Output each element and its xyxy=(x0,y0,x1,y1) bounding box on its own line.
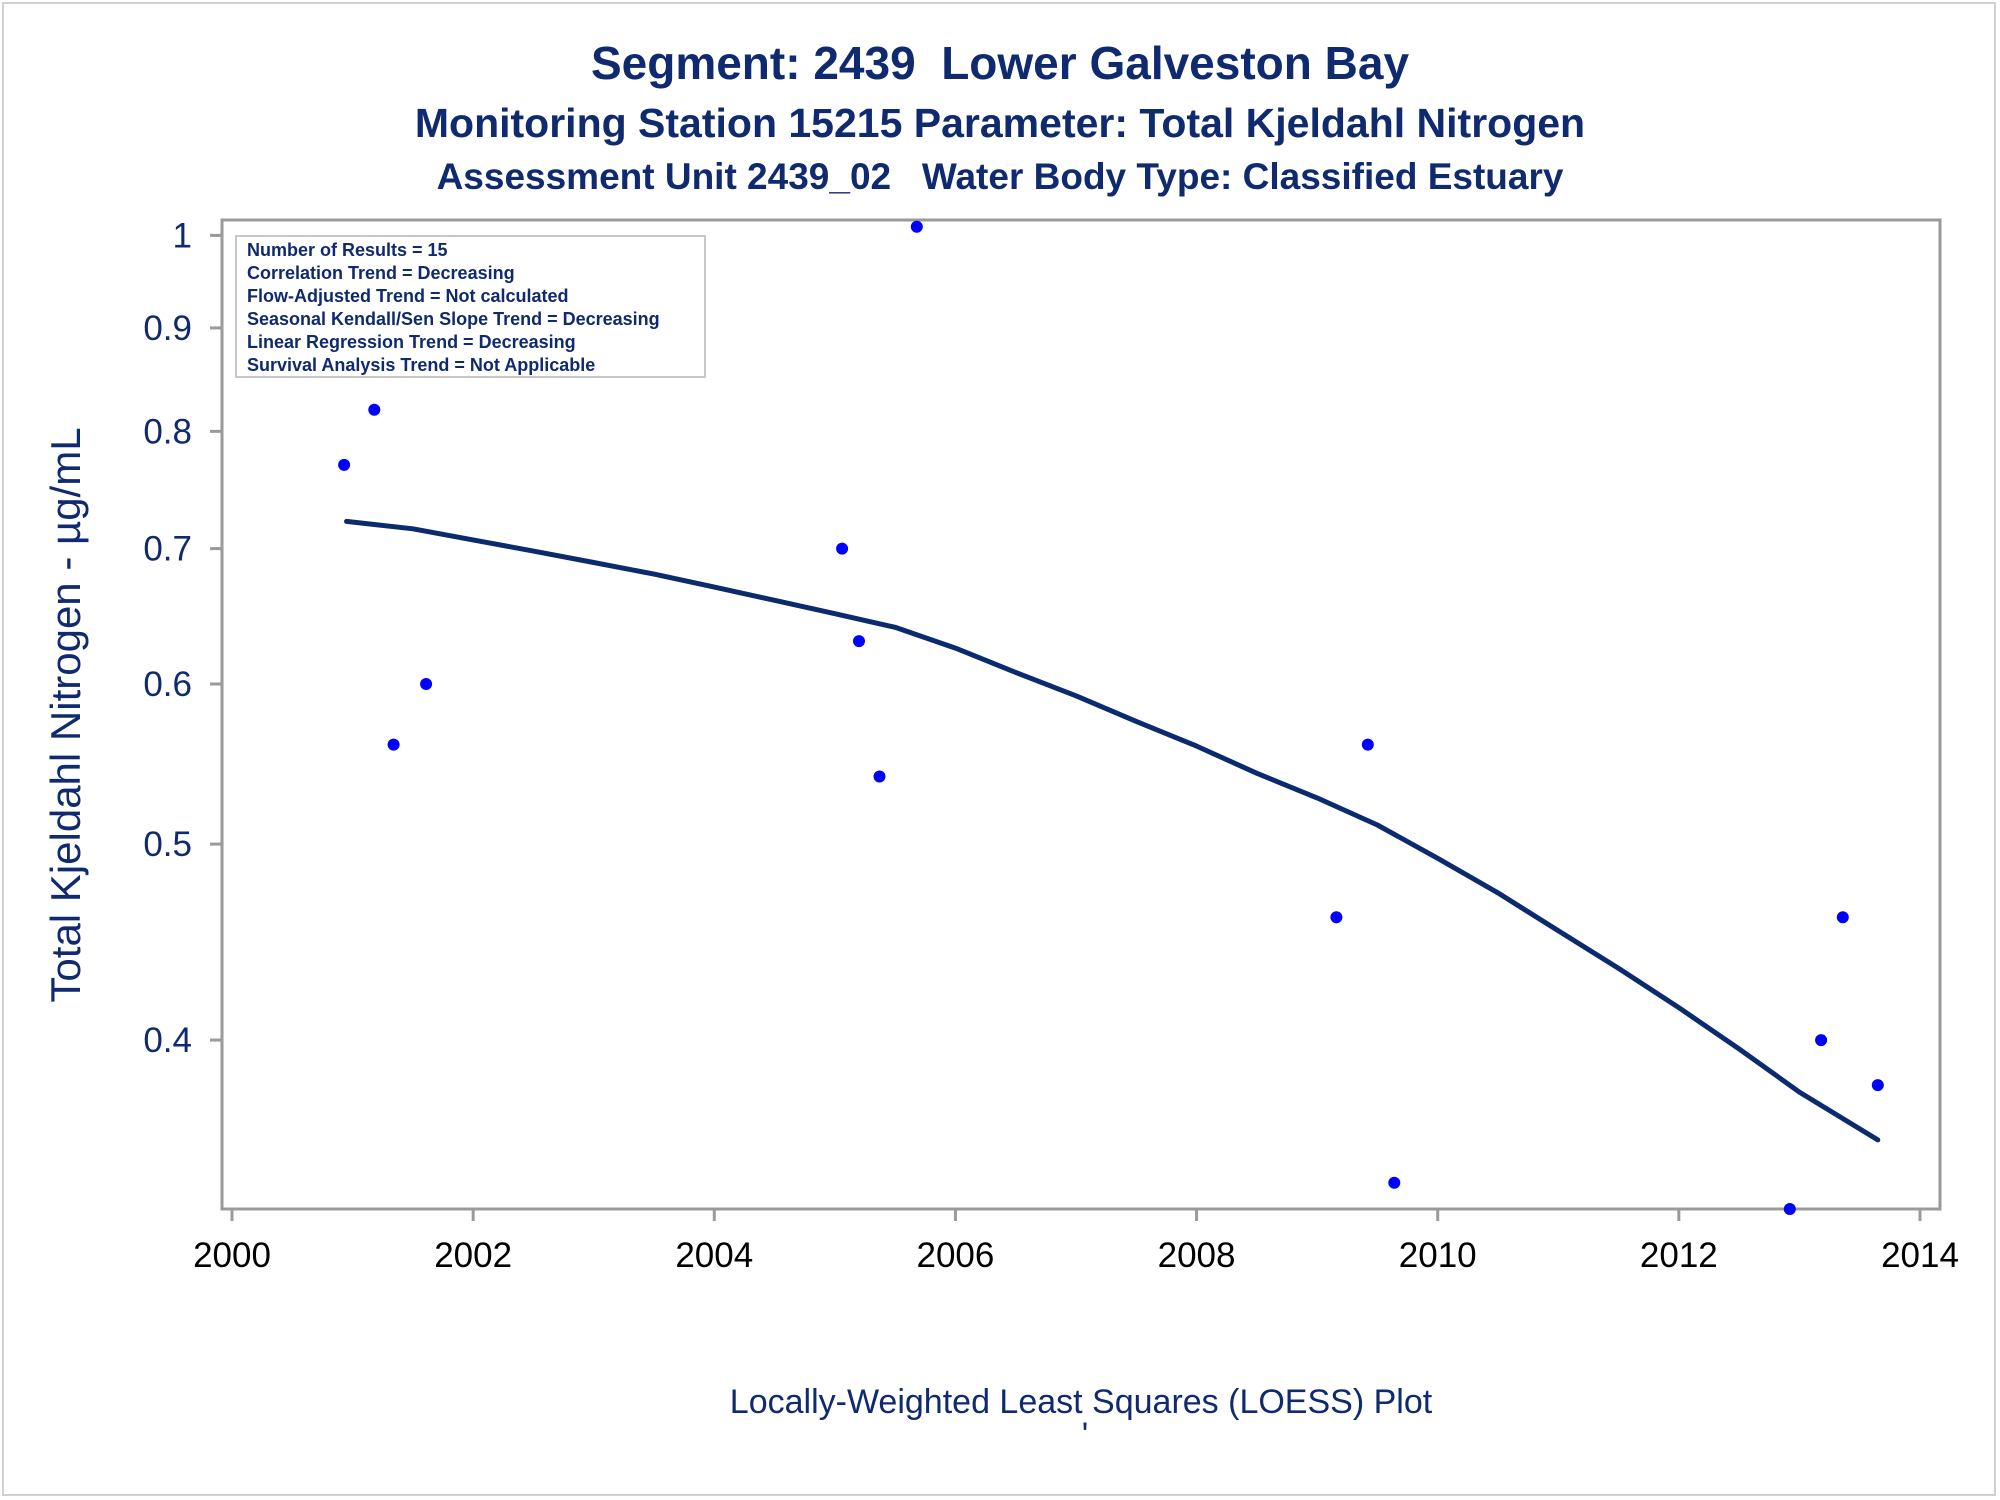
data-points xyxy=(338,220,1884,1215)
stats-survival-analysis-trend: Survival Analysis Trend = Not Applicable xyxy=(247,355,595,375)
data-point xyxy=(910,220,923,233)
x-tick-label: 2000 xyxy=(193,1236,271,1275)
stats-box: Number of Results = 15 Correlation Trend… xyxy=(235,235,706,378)
data-point xyxy=(1361,738,1374,751)
y-axis-label: Total Kjeldahl Nitrogen - µg/mL xyxy=(42,427,89,1002)
stats-seasonal-kendall-trend: Seasonal Kendall/Sen Slope Trend = Decre… xyxy=(247,309,660,329)
stats-linear-regression-trend: Linear Regression Trend = Decreasing xyxy=(247,332,576,352)
loess-curve xyxy=(344,518,1881,1143)
plot-area xyxy=(220,218,1942,1211)
x-tick-label: 2010 xyxy=(1399,1236,1477,1275)
data-point xyxy=(387,738,400,751)
data-point xyxy=(873,770,886,783)
x-axis: 2000 2002 2004 2006 2008 2010 2012 2014 xyxy=(193,1209,1959,1275)
x-tick-label: 2012 xyxy=(1640,1236,1718,1275)
footnote-mark: ' xyxy=(1082,1416,1089,1454)
chart-subtitle-station: Monitoring Station 15215 Parameter: Tota… xyxy=(414,100,1586,146)
y-tick-label: 0.6 xyxy=(143,665,192,704)
stats-flow-adjusted-trend: Flow-Adjusted Trend = Not calculated xyxy=(247,286,569,306)
stats-correlation-trend: Correlation Trend = Decreasing xyxy=(247,263,515,283)
stats-box-border xyxy=(235,235,706,378)
data-point xyxy=(420,678,433,690)
y-tick-label: 0.5 xyxy=(143,825,192,864)
data-point xyxy=(1871,1079,1884,1092)
y-tick-label: 0.8 xyxy=(143,412,192,451)
data-point xyxy=(1815,1034,1828,1047)
y-tick-label: 0.4 xyxy=(143,1021,192,1060)
y-tick-label: 1 xyxy=(173,216,192,255)
data-point xyxy=(1783,1203,1796,1215)
data-point xyxy=(853,635,865,648)
x-tick-label: 2004 xyxy=(675,1236,753,1275)
x-tick-label: 2014 xyxy=(1881,1236,1959,1275)
data-point xyxy=(836,542,849,555)
y-axis: 0.4 0.5 0.6 0.7 0.8 0.9 1 xyxy=(143,216,222,1060)
chart-subtitle-assessment: Assessment Unit 2439_02 Water Body Type:… xyxy=(436,156,1564,197)
data-point xyxy=(1330,911,1343,924)
data-point xyxy=(1388,1176,1401,1189)
y-tick-label: 0.9 xyxy=(143,309,192,348)
chart-footnote: Locally-Weighted Least Squares (LOESS) P… xyxy=(730,1383,1433,1421)
data-point xyxy=(1836,911,1849,924)
data-point xyxy=(338,458,351,471)
data-point xyxy=(368,403,381,416)
y-tick-label: 0.7 xyxy=(143,530,192,569)
chart-title: Segment: 2439 Lower Galveston Bay xyxy=(590,37,1410,89)
x-tick-label: 2008 xyxy=(1158,1236,1236,1275)
stats-number-of-results: Number of Results = 15 xyxy=(247,240,448,260)
x-tick-label: 2002 xyxy=(434,1236,512,1275)
x-tick-label: 2006 xyxy=(916,1236,994,1275)
